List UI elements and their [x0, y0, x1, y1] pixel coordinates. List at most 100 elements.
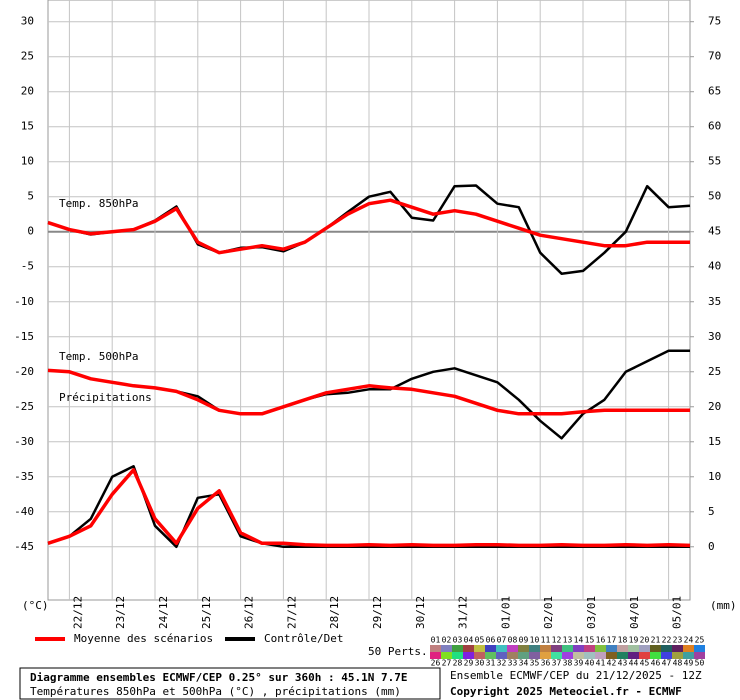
pert-swatch: [672, 652, 683, 659]
y-tick-label: 25: [21, 50, 34, 63]
y-tick-label: -5: [21, 260, 34, 273]
pert-label: 48: [673, 659, 683, 668]
pert-swatch: [496, 645, 507, 652]
pert-label: 49: [684, 659, 694, 668]
pert-label: 46: [651, 659, 661, 668]
y2-tick-label: 5: [708, 505, 715, 518]
pert-label: 13: [563, 636, 573, 645]
pert-label: 26: [431, 659, 441, 668]
x-tick-label: 05/01: [671, 596, 684, 629]
copyright: Copyright 2025 Meteociel.fr - ECMWF: [450, 685, 682, 698]
y-tick-label: 5: [27, 190, 34, 203]
pert-swatch: [551, 645, 562, 652]
pert-label: 39: [574, 659, 584, 668]
pert-swatch: [650, 645, 661, 652]
pert-swatch: [573, 645, 584, 652]
x-tick-label: 31/12: [457, 596, 470, 629]
legend-label: Moyenne des scénarios: [74, 632, 213, 645]
legend-label: Contrôle/Det: [264, 632, 343, 645]
pert-label: 33: [508, 659, 518, 668]
pert-swatch: [584, 645, 595, 652]
pert-swatch: [518, 652, 529, 659]
pert-swatch: [595, 652, 606, 659]
pert-label: 21: [651, 636, 661, 645]
x-tick-label: 03/01: [585, 596, 598, 629]
y-tick-label: 15: [21, 120, 34, 133]
pert-label: 45: [640, 659, 650, 668]
y-tick-label: -20: [14, 365, 34, 378]
y-tick-label: 10: [21, 155, 34, 168]
pert-swatch: [694, 652, 705, 659]
pert-swatch: [683, 645, 694, 652]
y2-tick-label: 45: [708, 225, 721, 238]
pert-swatch: [463, 652, 474, 659]
x-tick-label: 28/12: [328, 596, 341, 629]
pert-swatch: [551, 652, 562, 659]
pert-swatch: [463, 645, 474, 652]
y-axis-label: (°C): [22, 599, 49, 612]
pert-swatch: [606, 652, 617, 659]
pert-label: 41: [596, 659, 606, 668]
pert-label: 01: [431, 636, 441, 645]
y2-tick-label: 15: [708, 435, 721, 448]
pert-swatch: [606, 645, 617, 652]
pert-label: 34: [519, 659, 529, 668]
y2-tick-label: 65: [708, 85, 721, 98]
x-tick-label: 22/12: [71, 596, 84, 629]
pert-label: 24: [684, 636, 694, 645]
pert-swatch: [430, 652, 441, 659]
pert-label: 28: [453, 659, 463, 668]
pert-label: 18: [618, 636, 628, 645]
pert-swatch: [507, 645, 518, 652]
y-tick-label: -40: [14, 505, 34, 518]
pert-label: 04: [464, 636, 474, 645]
x-tick-label: 27/12: [285, 596, 298, 629]
pert-label: 47: [662, 659, 672, 668]
info-box: [19, 667, 441, 700]
pert-label: 17: [607, 636, 617, 645]
y-tick-label: -10: [14, 295, 34, 308]
annotation: Précipitations: [59, 391, 152, 404]
pert-swatch: [617, 652, 628, 659]
y2-tick-label: 25: [708, 365, 721, 378]
pert-label: 20: [640, 636, 650, 645]
pert-swatch: [617, 645, 628, 652]
pert-swatch: [595, 645, 606, 652]
pert-swatch: [639, 652, 650, 659]
run-info: Ensemble ECMWF/CEP du 21/12/2025 - 12Z: [450, 669, 702, 682]
pert-swatch: [683, 652, 694, 659]
pert-swatch: [529, 645, 540, 652]
x-tick-label: 04/01: [628, 596, 641, 629]
subtitle: Températures 850hPa et 500hPa (°C) , pré…: [30, 685, 401, 698]
y2-axis-label: (mm): [710, 599, 737, 612]
y2-tick-label: 30: [708, 330, 721, 343]
pert-label: 29: [464, 659, 474, 668]
pert-swatch: [441, 652, 452, 659]
pert-label: 25: [695, 636, 705, 645]
pert-swatch: [452, 645, 463, 652]
x-tick-label: 24/12: [157, 596, 170, 629]
x-tick-label: 25/12: [200, 596, 213, 629]
y-tick-label: 30: [21, 15, 34, 28]
pert-label: 31: [486, 659, 496, 668]
x-tick-label: 02/01: [542, 596, 555, 629]
pert-swatch: [452, 652, 463, 659]
pert-swatch: [639, 645, 650, 652]
y2-tick-label: 75: [708, 15, 721, 28]
pert-label: 08: [508, 636, 518, 645]
pert-swatch: [540, 652, 551, 659]
y2-tick-label: 20: [708, 400, 721, 413]
pert-swatch: [573, 652, 584, 659]
pert-swatch: [562, 645, 573, 652]
pert-label: 27: [442, 659, 452, 668]
perts-label: 50 Perts.: [368, 645, 428, 658]
pert-label: 05: [475, 636, 485, 645]
pert-label: 09: [519, 636, 529, 645]
y2-tick-label: 55: [708, 155, 721, 168]
pert-swatch: [430, 645, 441, 652]
pert-label: 44: [629, 659, 639, 668]
y-tick-label: -15: [14, 330, 34, 343]
pert-label: 40: [585, 659, 595, 668]
pert-label: 02: [442, 636, 452, 645]
